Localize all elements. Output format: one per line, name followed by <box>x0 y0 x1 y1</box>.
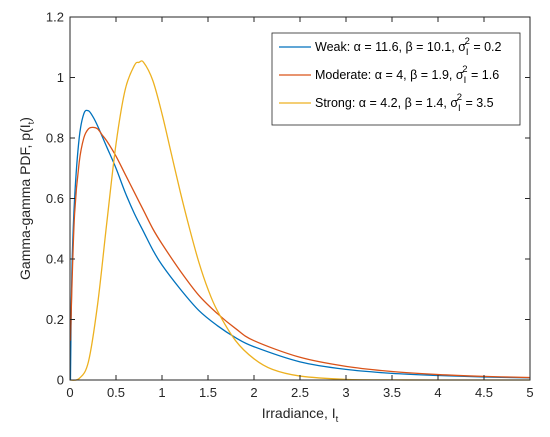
y-tick-label: 1 <box>57 70 64 85</box>
legend-label-subscript: I <box>458 103 461 114</box>
x-axis-label: Irradiance, It <box>262 405 339 425</box>
y-axis-label-main: Gamma-gamma PDF, p(I <box>17 124 33 280</box>
x-axis-label-main: Irradiance, I <box>262 405 336 421</box>
y-tick-label: 0.6 <box>46 191 64 206</box>
y-tick-label: 0.8 <box>46 131 64 146</box>
legend-label-superscript: 2 <box>465 36 470 47</box>
y-axis-label-close: ) <box>17 117 33 122</box>
legend-label-moderate: Moderate: α = 4, β = 1.9, σI2 = 1.6 <box>315 64 499 86</box>
legend-label-subscript: I <box>466 47 469 58</box>
x-tick-label: 4 <box>434 385 441 400</box>
legend-items: Weak: α = 11.6, β = 10.1, σI2 = 0.2Moder… <box>279 36 502 114</box>
x-tick-label: 1 <box>158 385 165 400</box>
series-line-moderate <box>69 126 531 379</box>
x-tick-label: 2.5 <box>291 385 309 400</box>
legend-label-weak: Weak: α = 11.6, β = 10.1, σI2 = 0.2 <box>315 36 502 58</box>
legend-label-main: Strong: α = 4.2, β = 1.4, σ <box>315 96 458 110</box>
x-tick-label: 1.5 <box>199 385 217 400</box>
legend-box <box>271 32 521 126</box>
y-tick-label: 0.4 <box>46 252 64 267</box>
legend-label-tail: = 0.2 <box>470 40 502 54</box>
y-tick-label: 0 <box>57 373 64 388</box>
legend-label-superscript: 2 <box>457 92 462 103</box>
x-tick-label: 0 <box>66 385 73 400</box>
x-tick-label: 2 <box>250 385 257 400</box>
legend-label-main: Moderate: α = 4, β = 1.9, σ <box>315 68 464 82</box>
x-axis-label-subscript: t <box>336 414 339 425</box>
y-tick-label: 0.2 <box>46 312 64 327</box>
legend-label-strong: Strong: α = 4.2, β = 1.4, σI2 = 3.5 <box>315 92 494 114</box>
y-axis-label-subscript: t <box>26 121 37 124</box>
x-tick-label: 3 <box>342 385 349 400</box>
legend-label-superscript: 2 <box>462 64 467 75</box>
legend-label-tail: = 3.5 <box>462 96 494 110</box>
series-line-weak <box>69 109 531 381</box>
legend: Weak: α = 11.6, β = 10.1, σI2 = 0.2Moder… <box>271 32 521 126</box>
y-axis-label: Gamma-gamma PDF, p(It) <box>17 117 37 280</box>
legend-label-tail: = 1.6 <box>468 68 500 82</box>
x-tick-label: 3.5 <box>383 385 401 400</box>
y-tick-label: 1.2 <box>46 10 64 25</box>
y-axis-ticks: 0 0.2 0.4 0.6 0.8 1 1.2 <box>46 10 530 388</box>
x-tick-label: 4.5 <box>475 385 493 400</box>
x-tick-label: 5 <box>526 385 533 400</box>
legend-label-main: Weak: α = 11.6, β = 10.1, σ <box>315 40 466 54</box>
legend-label-subscript: I <box>464 75 467 86</box>
x-axis-ticks: 0 0.5 1 1.5 2 2.5 3 3.5 4 4.5 5 <box>66 17 534 400</box>
x-tick-label: 0.5 <box>107 385 125 400</box>
